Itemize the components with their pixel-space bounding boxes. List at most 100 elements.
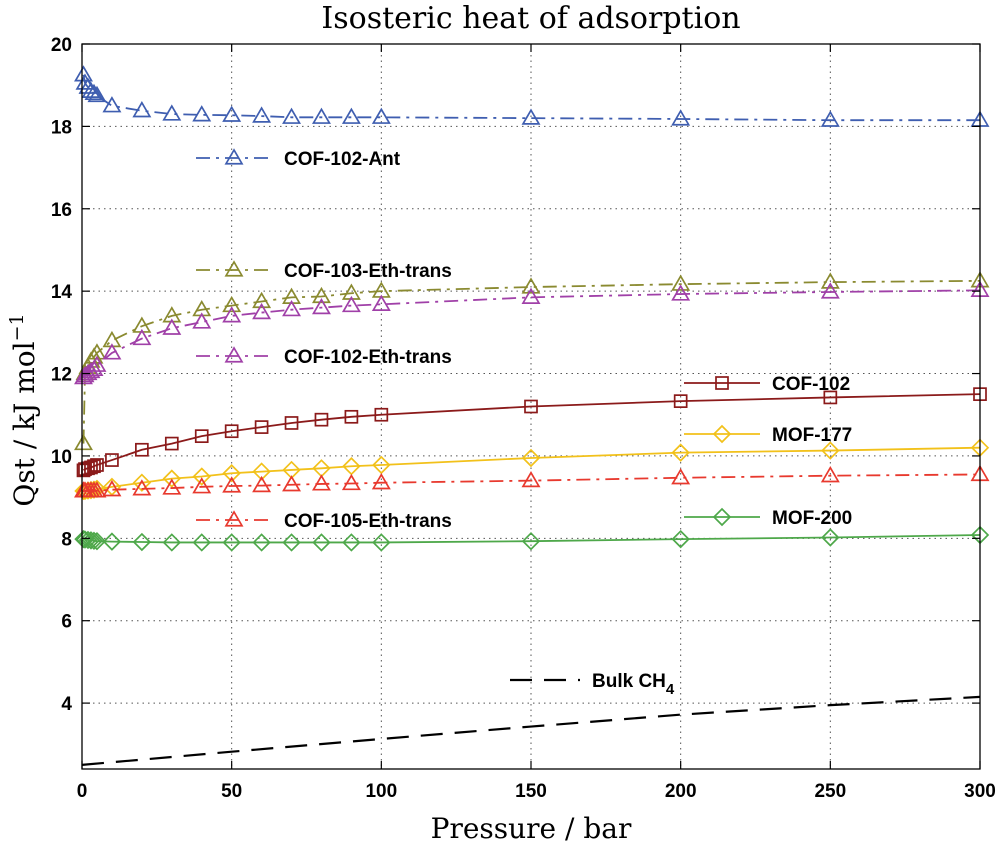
series-cof-102-eth-trans	[74, 280, 990, 385]
data-point-cof-102-ant	[87, 85, 107, 103]
legend-label-text: COF-102-Eth-trans	[284, 347, 452, 368]
series-line-mof-200	[83, 534, 981, 544]
data-point-cof-102	[374, 407, 389, 422]
data-point-mof-200	[312, 533, 331, 552]
data-point-cof-105-eth-trans	[282, 475, 302, 492]
data-point-mof-200	[162, 533, 182, 552]
legend-entry-mof-177: MOF-177	[684, 424, 852, 446]
legend-label-text: COF-102	[772, 374, 850, 395]
data-point-mof-177	[372, 455, 391, 475]
legend-entry-mof-200: MOF-200	[684, 507, 852, 529]
data-point-cof-102-ant	[671, 109, 691, 126]
data-point-cof-102	[90, 458, 104, 472]
legend-marker-cof-102	[715, 376, 729, 390]
data-point-cof-102-eth-trans	[521, 287, 541, 304]
y-tick-label: 12	[51, 365, 72, 386]
legend-label-subscript: 4	[666, 681, 675, 698]
data-point-cof-102-eth-trans	[78, 363, 98, 381]
data-point-cof-105-eth-trans	[311, 474, 331, 491]
legend-marker-cof-102-eth-trans	[224, 346, 244, 363]
data-point-cof-102-eth-trans	[671, 284, 691, 301]
data-point-cof-105-eth-trans	[671, 468, 691, 485]
data-point-cof-102-eth-trans	[132, 328, 152, 346]
legend-marker-cof-102-ant	[224, 148, 244, 165]
series-cof-102-ant	[74, 65, 990, 127]
data-point-cof-102-eth-trans	[162, 318, 182, 335]
data-point-mof-200	[132, 532, 152, 552]
legend-label-bulk-ch: Bulk CH4	[592, 671, 675, 698]
data-point-cof-102	[224, 424, 239, 439]
series-bulk-ch	[81, 695, 981, 766]
data-point-cof-103-eth-trans	[820, 272, 840, 289]
y-axis-label: Qst / kJ mol−1	[6, 313, 41, 506]
data-point-cof-105-eth-trans	[162, 478, 182, 495]
data-point-mof-200	[192, 533, 211, 552]
tick-layer: 0 50 100 150 200 250 300 4 6 8 10 12 14 16 18 20	[51, 35, 996, 802]
data-point-mof-177	[521, 448, 541, 468]
chart-title: Isosteric heat of adsorption	[321, 1, 740, 36]
y-tick-label: 16	[51, 200, 72, 221]
data-point-cof-103-eth-trans	[252, 291, 272, 309]
data-point-cof-103-eth-trans	[74, 433, 93, 451]
legend-label-text: MOF-177	[772, 425, 852, 446]
y-tick-label: 14	[51, 282, 73, 303]
x-tick-label: 150	[515, 781, 547, 802]
series-line-mof-177	[83, 446, 981, 492]
data-point-cof-102	[135, 442, 149, 457]
x-tick-label: 0	[77, 781, 88, 802]
legend-label-cof-105-eth-trans: COF-105-Eth-trans	[284, 511, 452, 532]
legend-label-text: COF-103-Eth-trans	[284, 261, 452, 282]
data-point-cof-103-eth-trans	[311, 286, 331, 304]
series-line-cof-102-ant	[82, 74, 980, 122]
axes-layer	[81, 43, 981, 770]
y-tick-label: 8	[61, 529, 72, 550]
x-tick-label: 250	[814, 781, 846, 802]
data-point-mof-200	[222, 533, 241, 552]
data-point-cof-102	[194, 429, 209, 444]
legend-entry-cof-103-eth-trans: COF-103-Eth-trans	[196, 260, 452, 282]
data-point-mof-200	[671, 529, 690, 549]
data-point-cof-102-ant	[102, 96, 122, 113]
data-point-cof-102-ant	[192, 105, 212, 122]
legend-label-mof-177: MOF-177	[772, 425, 852, 446]
data-point-cof-102-ant	[74, 65, 93, 82]
x-tick-label: 300	[964, 781, 996, 802]
data-point-cof-102-ant	[252, 106, 272, 123]
data-point-cof-102-ant	[84, 83, 104, 101]
data-point-cof-102-ant	[282, 107, 302, 124]
data-point-cof-105-eth-trans	[820, 466, 840, 483]
data-point-cof-102-ant	[162, 104, 182, 121]
data-point-mof-177	[162, 469, 182, 488]
data-point-cof-105-eth-trans	[371, 473, 391, 490]
series-cof-105-eth-trans	[74, 464, 990, 498]
data-point-cof-105-eth-trans	[521, 470, 541, 488]
data-point-cof-102	[823, 390, 838, 405]
data-point-cof-103-eth-trans	[671, 274, 691, 291]
data-point-mof-200	[81, 531, 101, 550]
series-cof-102	[76, 387, 987, 478]
data-point-mof-177	[192, 467, 211, 486]
data-point-cof-102-ant	[341, 107, 361, 124]
legend-marker-cof-103-eth-trans	[224, 260, 244, 277]
y-axis-label-main: Qst / kJ mol	[8, 341, 41, 506]
legend-label-cof-102-ant: COF-102-Ant	[284, 149, 401, 170]
y-axis-label-group: Qst / kJ mol−1	[6, 313, 41, 506]
legend-entry-bulk-ch: Bulk CH4	[510, 671, 675, 698]
legend-entry-cof-102: COF-102	[684, 374, 850, 395]
data-point-mof-200	[282, 533, 301, 552]
data-point-mof-177	[222, 464, 241, 483]
data-point-cof-102-ant	[132, 101, 152, 118]
data-point-mof-200	[342, 533, 361, 552]
data-point-cof-102-eth-trans	[311, 297, 331, 315]
data-point-cof-102-eth-trans	[252, 302, 272, 320]
legend-label-cof-102: COF-102	[772, 374, 850, 395]
data-point-cof-105-eth-trans	[222, 476, 242, 493]
data-point-cof-102	[76, 463, 91, 478]
data-point-cof-105-eth-trans	[87, 481, 107, 498]
data-point-cof-102-ant	[222, 105, 242, 122]
series-line-cof-103-eth-trans	[82, 279, 981, 444]
series-mof-177	[74, 438, 990, 501]
data-point-mof-200	[102, 532, 122, 551]
data-point-cof-102-ant	[371, 107, 391, 124]
legend-label-text: MOF-200	[772, 508, 852, 529]
